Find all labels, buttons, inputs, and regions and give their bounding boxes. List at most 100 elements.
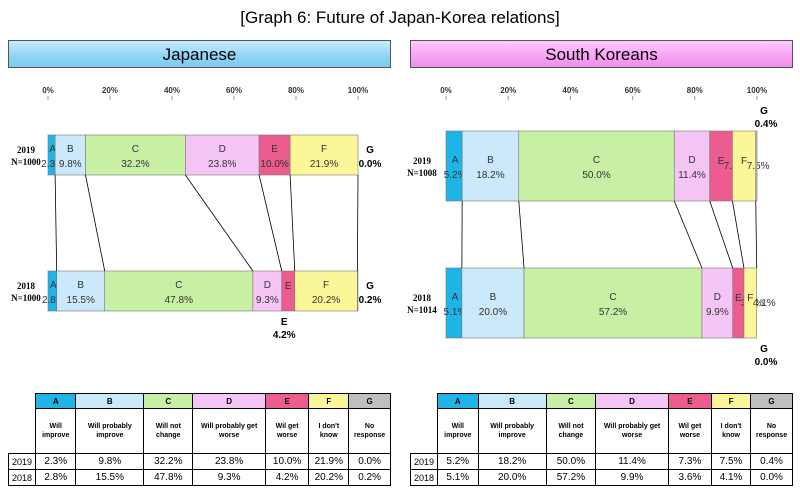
segment-value-label: 50.0% xyxy=(582,170,610,181)
row-year-label: 2018 xyxy=(17,281,36,291)
x-tick-label: 20% xyxy=(500,86,516,95)
table-header-E: E xyxy=(264,393,310,409)
bar-segment-C xyxy=(104,270,254,312)
table-value-cell: 21.9% xyxy=(308,453,350,470)
segment-value-label: 57.2% xyxy=(599,307,627,318)
table-category-label: Will improve xyxy=(34,408,77,454)
segment-value-label: 0.4% xyxy=(755,119,778,130)
segment-value-label: 20.2% xyxy=(312,295,340,306)
connector-line xyxy=(673,200,703,269)
table-header-B: B xyxy=(75,393,145,409)
table-value-cell: 4.1% xyxy=(710,469,752,486)
table-header-F: F xyxy=(710,393,752,409)
connector-line xyxy=(54,174,58,272)
segment-key-label: E xyxy=(271,144,278,155)
segment-key-label: D xyxy=(264,280,271,291)
table-corner xyxy=(411,409,438,454)
segment-key-label: D xyxy=(219,144,226,155)
table-category-label: Will probably improve xyxy=(75,408,145,454)
segment-key-label: F xyxy=(747,293,753,304)
segment-key-label: F xyxy=(741,156,747,167)
table-corner xyxy=(9,394,36,409)
segment-value-label: 2.3% xyxy=(41,159,64,170)
japanese-summary-table: A B C D E F G Will improve Will probably improve… xyxy=(8,393,391,486)
table-value-cell: 9.8% xyxy=(75,453,145,470)
table-value-cell: 7.3% xyxy=(667,453,712,470)
table-header-B: B xyxy=(477,393,547,409)
connector-line xyxy=(258,174,283,272)
table-header-D: D xyxy=(595,393,669,409)
table-value-cell: 7.5% xyxy=(710,453,752,470)
bar-segment-D xyxy=(185,134,260,176)
bar-segment-D xyxy=(673,130,711,202)
row-year-label: 2019 xyxy=(17,145,36,155)
row-year-label: 2019 xyxy=(413,156,432,166)
row-n-label: N=1008 xyxy=(407,168,437,178)
chart-title: [Graph 6: Future of Japan-Korea relation… xyxy=(240,8,560,27)
south-koreans-panel-header: South Koreans xyxy=(410,40,793,68)
bar-segment-A xyxy=(445,130,463,202)
table-category-label: Will not change xyxy=(143,408,194,454)
table-value-cell: 0.4% xyxy=(750,453,793,470)
table-value-cell: 0.0% xyxy=(750,469,793,486)
bar-segment-A xyxy=(445,267,463,339)
table-header-C: C xyxy=(143,393,194,409)
segment-value-label: 9.8% xyxy=(59,159,82,170)
segment-value-label: 10.0% xyxy=(260,159,288,170)
table-category-label: Will improve xyxy=(437,408,479,454)
row-n-label: N=1000 xyxy=(11,157,41,167)
x-tick-label: 40% xyxy=(164,86,180,95)
table-header-E: E xyxy=(667,393,712,409)
table-category-label: I don't know xyxy=(710,408,752,454)
segment-key-label: E xyxy=(735,293,742,304)
segment-value-label: 47.8% xyxy=(165,295,193,306)
bar-segment-B xyxy=(461,130,520,202)
table-value-cell: 18.2% xyxy=(477,453,547,470)
bar-segment-F xyxy=(294,270,358,312)
table-value-cell: 0.0% xyxy=(348,453,391,470)
segment-key-label: G xyxy=(760,106,768,117)
segment-key-label: B xyxy=(67,144,74,155)
table-value-cell: 9.9% xyxy=(595,469,669,486)
x-tick-label: 80% xyxy=(288,86,304,95)
table-value-cell: 0.2% xyxy=(348,469,391,486)
table-category-label: Wil get worse xyxy=(667,408,712,454)
table-row: 2018 5.1% 20.0% 57.2% 9.9% 3.6% 4.1% 0.0% xyxy=(410,469,793,486)
segment-key-label: A xyxy=(50,280,57,291)
bar-segment-D xyxy=(701,267,734,339)
table-value-cell: 9.3% xyxy=(192,469,266,486)
bar-segment-B xyxy=(461,267,525,339)
segment-value-label: 7.5% xyxy=(747,161,770,172)
table-category-label: Will not change xyxy=(545,408,597,454)
connector-line xyxy=(518,200,525,269)
x-tick-label: 0% xyxy=(440,86,452,95)
table-row: 2018 2.8% 15.5% 47.8% 9.3% 4.2% 20.2% 0.2% xyxy=(8,469,391,486)
row-year-label: 2018 xyxy=(413,293,432,303)
table-value-cell: 23.8% xyxy=(192,453,266,470)
segment-value-label: 2.8% xyxy=(42,295,65,306)
table-header-G: G xyxy=(348,393,391,409)
table-value-cell: 10.0% xyxy=(264,453,310,470)
segment-key-label: F xyxy=(321,144,327,155)
segment-key-label: E xyxy=(285,281,292,292)
segment-key-label: G xyxy=(366,145,374,156)
x-tick-label: 0% xyxy=(42,86,54,95)
segment-key-label: B xyxy=(77,280,84,291)
table-corner xyxy=(9,409,36,454)
x-tick-label: 80% xyxy=(687,86,703,95)
table-category-label: Will probably improve xyxy=(477,408,547,454)
segment-key-label: D xyxy=(714,292,721,303)
segment-key-label: G xyxy=(366,281,374,292)
table-year-cell: 2019 xyxy=(410,453,438,470)
table-value-cell: 5.1% xyxy=(437,469,479,486)
segment-value-label: 9.9% xyxy=(706,307,729,318)
table-value-cell: 50.0% xyxy=(545,453,597,470)
segment-value-label: 18.2% xyxy=(476,170,504,181)
segment-key-label: F xyxy=(323,280,329,291)
segment-key-label: A xyxy=(452,292,459,303)
segment-value-label: 0.0% xyxy=(359,159,382,170)
segment-key-label: C xyxy=(609,292,616,303)
connector-line xyxy=(356,174,359,272)
segment-value-label: 23.8% xyxy=(208,159,236,170)
